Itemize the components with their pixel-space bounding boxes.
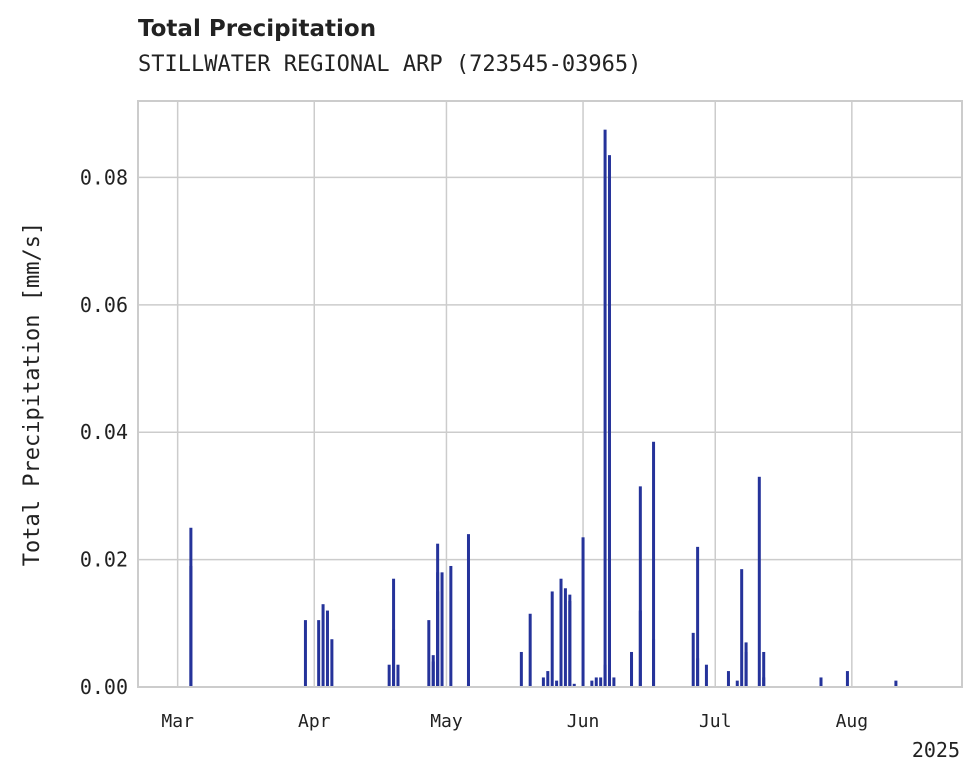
precip-bar-10 [396,664,400,687]
y-tick-label-1: 0.02 [80,548,128,572]
precip-bar-3 [317,620,321,687]
x-tick-label-0: Mar [161,711,194,732]
x-tick-label-4: Jul [699,711,732,732]
y-axis-label: Total Precipitation [mm/s] [20,222,45,566]
precip-bar-9 [392,629,396,687]
precip-bar-43 [630,651,634,687]
x-tick-label-2: May [430,711,463,732]
precip-bar-33 [581,537,585,687]
y-tick-labels: 0.00 0.02 0.04 0.06 0.08 [80,165,128,699]
precip-bar-58 [762,651,766,687]
precip-bar-32 [572,683,576,687]
y-tick-label-2: 0.04 [80,420,128,444]
bar-series [189,129,898,688]
precip-bar-2 [303,620,307,687]
precip-bar-31 [568,594,572,687]
precip-bar-17 [436,572,440,687]
precip-bar-1 [189,565,193,687]
precip-bar-14 [431,655,435,687]
precip-bar-38 [603,129,607,688]
precip-bar-45 [638,610,642,687]
precip-bar-49 [696,546,700,687]
precip-bar-7 [387,664,391,687]
precip-bar-44 [638,486,642,687]
precip-bar-40 [607,601,611,687]
precip-bar-51 [704,664,708,687]
precip-bar-25 [546,671,550,687]
precip-bar-62 [894,680,898,687]
grid-lines [138,101,962,688]
x-tick-label-5: Aug [836,711,869,732]
precip-bar-23 [528,613,532,687]
precip-bar-27 [555,680,559,687]
precip-bar-60 [819,677,823,687]
precip-bar-46 [652,441,656,687]
y-tick-label-4: 0.08 [80,165,128,189]
precip-bar-61 [845,671,849,687]
precip-bar-18 [440,572,444,687]
precip-bar-29 [563,588,567,687]
x-year-label: 2025 [912,738,960,762]
precip-bar-4 [321,604,325,687]
precip-bar-54 [740,569,744,687]
precip-bar-56 [744,642,748,687]
precip-bar-59 [762,677,766,687]
plot-frame [137,100,963,688]
precip-bar-52 [726,671,730,687]
precip-bar-5 [325,610,329,687]
precip-bar-22 [519,651,523,687]
precip-bar-6 [330,639,334,687]
precip-bar-41 [612,677,616,687]
precip-bar-26 [550,591,554,687]
precip-bar-28 [559,578,563,687]
precip-bar-12 [427,620,431,687]
x-tick-label-1: Apr [298,711,331,732]
precip-bar-11 [396,677,400,687]
precip-bar-36 [599,677,603,687]
precip-bar-53 [735,680,739,687]
y-tick-label-3: 0.06 [80,293,128,317]
x-tick-label-3: Jun [567,711,600,732]
y-tick-label-0: 0.00 [80,675,128,699]
precip-bar-39 [607,155,611,688]
precip-bar-19 [449,565,453,687]
x-tick-labels: Mar Apr May Jun Jul Aug [161,711,868,732]
precip-bar-48 [691,632,695,687]
chart-title: Total Precipitation [138,16,377,42]
precip-bar-57 [757,476,761,687]
precip-bar-34 [590,680,594,687]
precip-bar-24 [541,677,545,687]
chart-subtitle: STILLWATER REGIONAL ARP (723545-03965) [138,52,642,77]
precip-bar-21 [466,683,470,687]
precip-bar-50 [696,658,700,687]
precip-bar-35 [594,677,598,687]
precip-bar-20 [466,534,470,687]
precip-bar-47 [652,639,656,687]
